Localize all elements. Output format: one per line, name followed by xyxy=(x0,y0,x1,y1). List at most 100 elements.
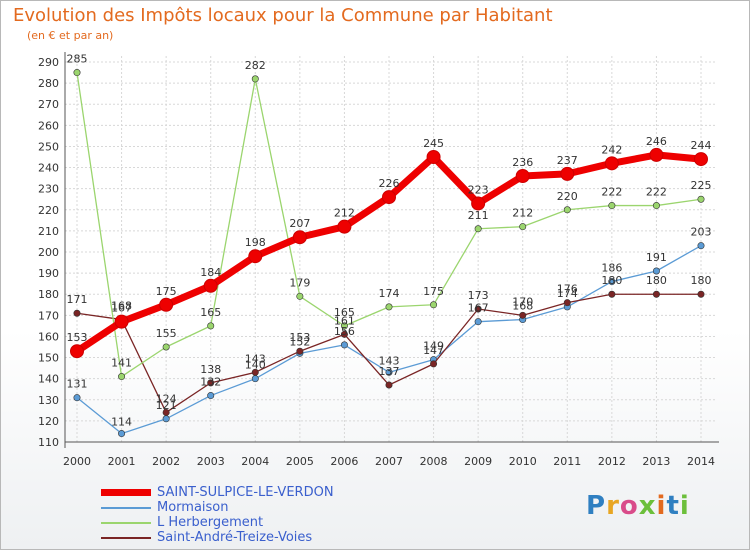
data-label: 143 xyxy=(379,354,400,367)
data-label: 191 xyxy=(646,251,667,264)
data-point xyxy=(292,230,307,245)
data-point xyxy=(114,314,129,329)
data-point xyxy=(474,225,482,233)
data-label: 137 xyxy=(379,365,400,378)
data-label: 242 xyxy=(601,143,622,156)
x-tick-label: 2003 xyxy=(197,455,225,468)
legend-label-mormaison: Mormaison xyxy=(157,500,229,515)
data-label: 175 xyxy=(423,285,444,298)
legend-label-saint-sulpice: SAINT-SULPICE-LE-VERDON xyxy=(157,485,334,500)
data-label: 114 xyxy=(111,416,132,429)
chart-subtitle: (en € et par an) xyxy=(27,29,114,42)
y-tick-label: 150 xyxy=(38,352,59,365)
data-label: 168 xyxy=(512,300,533,313)
data-point xyxy=(70,344,84,359)
data-point xyxy=(385,368,393,376)
data-label: 175 xyxy=(156,285,177,298)
y-tick-label: 190 xyxy=(38,267,59,280)
data-label: 184 xyxy=(200,266,221,279)
data-point xyxy=(118,430,126,438)
legend-item-herbergement: L Herbergement xyxy=(101,515,334,530)
data-point xyxy=(426,150,441,164)
data-label: 179 xyxy=(289,276,310,289)
data-point xyxy=(519,311,527,319)
data-point xyxy=(251,75,259,83)
y-tick-label: 180 xyxy=(38,288,59,301)
y-tick-label: 240 xyxy=(38,162,59,175)
data-label: 186 xyxy=(601,262,622,275)
line-chart: 110 120 130 140 150 160 170 180 190 200 210 220 230 2… xyxy=(38,52,719,468)
legend-label-saint-andre: Saint-André-Treize-Voies xyxy=(157,530,313,545)
data-point xyxy=(340,341,348,349)
data-label: 245 xyxy=(423,137,444,150)
data-point xyxy=(608,290,616,298)
y-tick-label: 200 xyxy=(38,246,59,259)
y-tick-label: 250 xyxy=(38,140,59,153)
data-point xyxy=(519,223,527,231)
data-label: 167 xyxy=(468,302,489,315)
legend-swatch-herbergement xyxy=(101,521,151,524)
y-tick-label: 220 xyxy=(38,204,59,217)
data-point xyxy=(649,147,664,162)
data-point xyxy=(207,379,215,387)
y-tick-label: 110 xyxy=(38,436,59,449)
data-point xyxy=(340,322,348,330)
data-point xyxy=(694,152,708,167)
data-label: 212 xyxy=(334,207,355,220)
data-point xyxy=(207,322,215,330)
data-point xyxy=(608,202,616,210)
data-point xyxy=(515,169,530,183)
data-point xyxy=(604,156,619,171)
data-label: 282 xyxy=(245,59,266,72)
data-point xyxy=(162,408,170,416)
data-label: 198 xyxy=(245,236,266,249)
legend-item-saint-sulpice: SAINT-SULPICE-LE-VERDON xyxy=(101,485,334,500)
data-point xyxy=(652,267,660,275)
data-label: 132 xyxy=(200,376,221,389)
data-label: 180 xyxy=(646,274,667,287)
data-point xyxy=(385,381,393,389)
x-tick-label: 2000 xyxy=(63,455,91,468)
x-tick-label: 2002 xyxy=(152,455,180,468)
data-label: 167 xyxy=(111,302,132,315)
x-tick-label: 2009 xyxy=(464,455,492,468)
legend-swatch-mormaison xyxy=(101,506,151,509)
data-label: 143 xyxy=(245,352,266,365)
data-label: 124 xyxy=(156,392,177,405)
y-tick-label: 230 xyxy=(38,183,59,196)
data-label: 141 xyxy=(111,357,132,370)
data-point xyxy=(385,303,393,311)
data-point xyxy=(251,375,259,383)
data-point xyxy=(697,290,705,298)
data-point xyxy=(296,347,304,355)
data-point xyxy=(118,373,126,381)
y-tick-label: 140 xyxy=(38,373,59,386)
data-label: 237 xyxy=(557,154,578,167)
proxiti-logo: Proxiti xyxy=(586,491,690,521)
data-label: 153 xyxy=(67,331,88,344)
data-point xyxy=(162,343,170,351)
data-point xyxy=(697,195,705,203)
data-label: 156 xyxy=(334,325,355,338)
data-point xyxy=(207,392,215,400)
data-point xyxy=(162,415,170,423)
data-point xyxy=(340,330,348,338)
data-point xyxy=(430,301,438,309)
data-point xyxy=(474,305,482,313)
data-point xyxy=(203,278,218,293)
legend-item-saint-andre: Saint-André-Treize-Voies xyxy=(101,530,334,545)
x-tick-label: 2010 xyxy=(509,455,537,468)
y-tick-label: 170 xyxy=(38,309,59,322)
data-point xyxy=(159,297,174,312)
data-label: 285 xyxy=(67,53,88,66)
data-label: 211 xyxy=(468,209,489,222)
data-label: 165 xyxy=(200,306,221,319)
data-label: 147 xyxy=(423,344,444,357)
data-point xyxy=(560,166,575,181)
data-point xyxy=(251,368,259,376)
chart-title: Evolution des Impôts locaux pour la Comm… xyxy=(13,5,553,26)
x-tick-label: 2006 xyxy=(330,455,358,468)
data-label: 244 xyxy=(691,139,712,152)
data-label: 140 xyxy=(245,359,266,372)
